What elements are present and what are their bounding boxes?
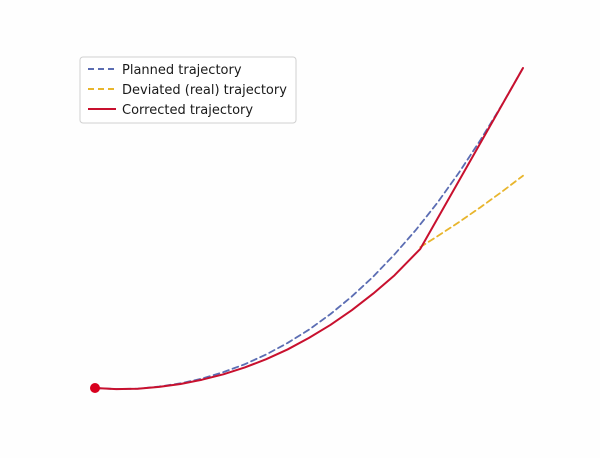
legend-label-planned: Planned trajectory xyxy=(122,63,242,78)
plot-area xyxy=(90,67,524,393)
series-line-corrected-trajectory xyxy=(94,67,524,391)
start-point-marker xyxy=(90,383,100,393)
series-line-deviated-real-trajectory xyxy=(419,174,524,249)
legend: Planned trajectory Deviated (real) traje… xyxy=(79,56,297,124)
legend-label-corrected: Corrected trajectory xyxy=(122,103,253,118)
legend-frame xyxy=(79,56,297,124)
legend-label-deviated: Deviated (real) trajectory xyxy=(122,83,287,98)
